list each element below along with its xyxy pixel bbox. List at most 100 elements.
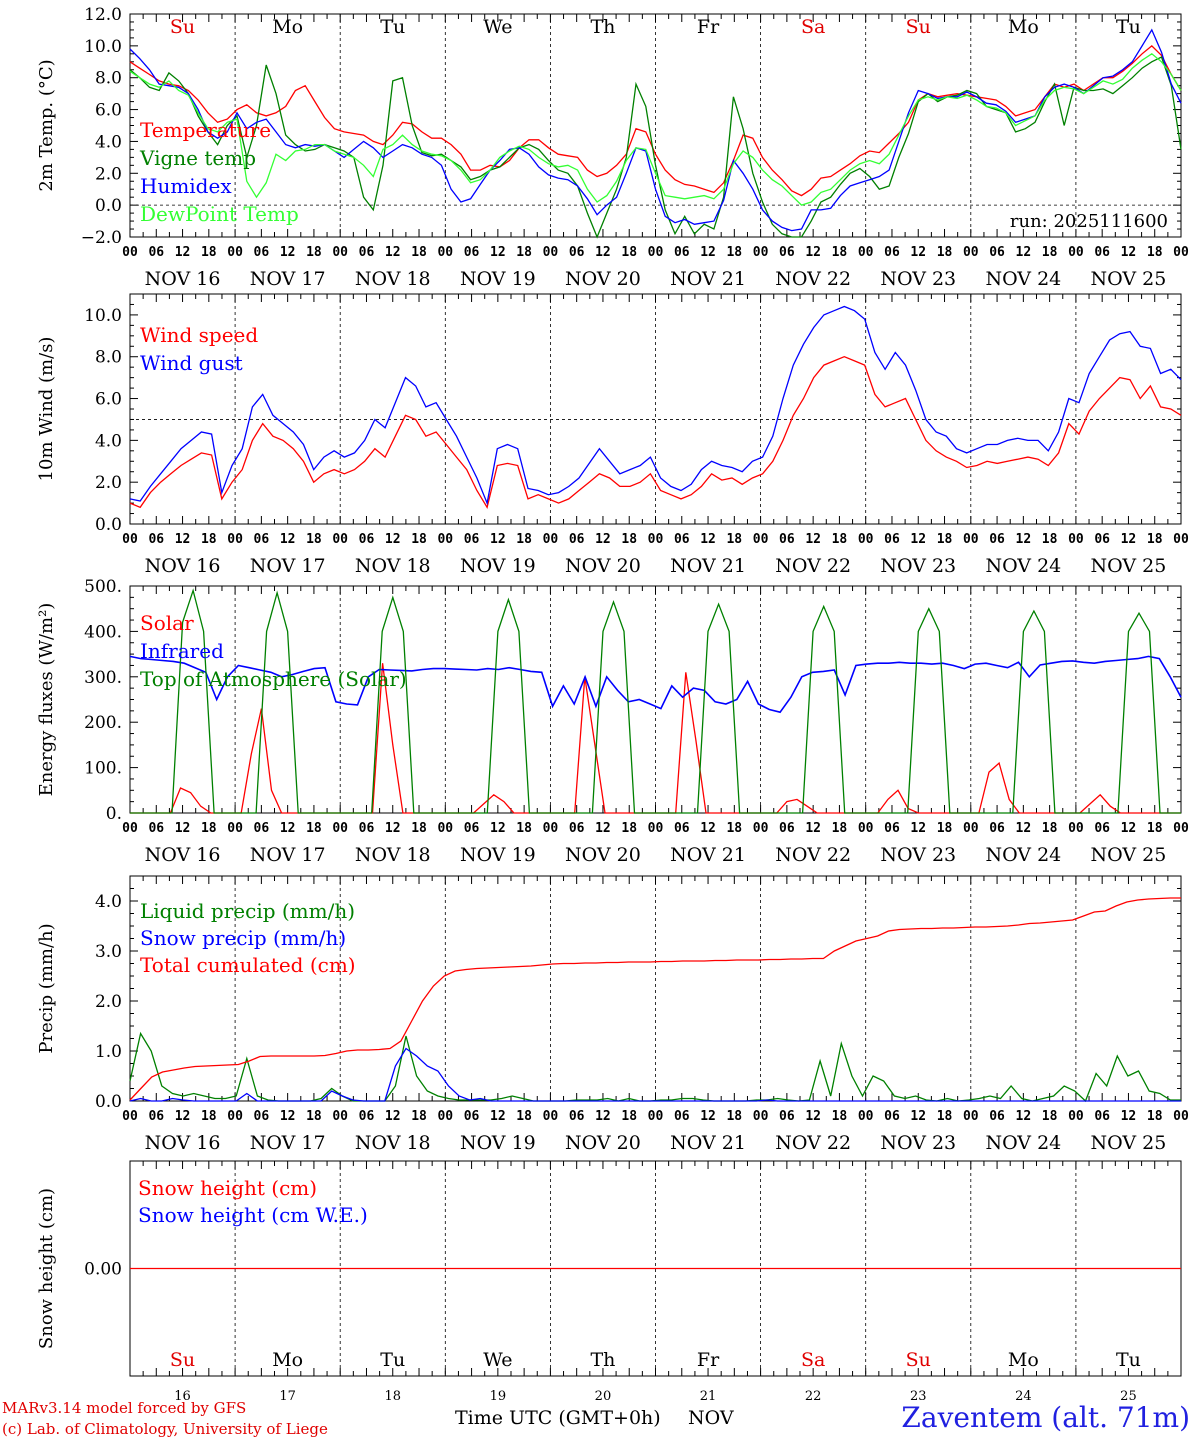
hour-tick-label: 18 [306,1109,322,1124]
hour-tick-label: 12 [595,821,611,836]
y-tick-label: 8.0 [95,348,122,368]
hour-tick-label: 00 [1068,245,1084,260]
hour-tick-label: 06 [148,821,164,836]
model-credit-line1: MARv3.14 model forced by GFS [2,1399,246,1417]
date-label: NOV 19 [460,844,536,866]
hour-tick-label: 18 [621,532,637,547]
hour-tick-label: 06 [569,532,585,547]
hour-tick-label: 12 [910,1109,926,1124]
hour-tick-label: 12 [1016,532,1032,547]
hour-tick-label: 18 [516,245,532,260]
day-number-label: 23 [910,1389,927,1404]
day-name-label: Mo [272,1349,303,1371]
day-name-label: Mo [1008,16,1039,38]
y-tick-label: 3.0 [95,942,122,962]
hour-tick-label: 18 [832,532,848,547]
y-tick-label: 0. [106,804,122,824]
hour-tick-label: 00 [332,821,348,836]
y-axis-label: 10m Wind (m/s) [36,337,57,482]
hour-tick-label: 00 [543,532,559,547]
date-label: NOV 16 [145,555,221,577]
date-label: NOV 22 [775,844,851,866]
y-tick-label: 6.0 [95,101,122,121]
day-name-label: Fr [697,1349,720,1371]
date-label: NOV 20 [565,844,641,866]
hour-tick-label: 00 [332,532,348,547]
date-label: NOV 16 [145,1132,221,1154]
day-name-label: We [483,1349,512,1371]
y-tick-label: 4.0 [95,892,122,912]
legend-entry: Vigne temp [139,146,256,170]
hour-tick-label: 00 [963,245,979,260]
hour-tick-label: 18 [621,821,637,836]
hour-tick-label: 00 [227,1109,243,1124]
y-tick-label: 0.0 [95,1092,122,1112]
hour-tick-label: 00 [858,1109,874,1124]
hour-tick-label: 06 [1094,821,1110,836]
hour-tick-label: 18 [306,532,322,547]
hour-tick-label: 00 [753,1109,769,1124]
hour-tick-label: 12 [805,821,821,836]
hour-tick-label: 00 [543,821,559,836]
date-label: NOV 25 [1091,555,1167,577]
hour-tick-label: 12 [595,532,611,547]
hour-tick-label: 18 [411,532,427,547]
hour-tick-label: 12 [700,1109,716,1124]
hour-tick-label: 00 [227,245,243,260]
day-name-label: Tu [380,16,405,38]
day-number-label: 17 [279,1389,296,1404]
hour-tick-label: 06 [359,245,375,260]
hour-tick-label: 06 [464,532,480,547]
hour-tick-label: 00 [437,821,453,836]
hour-tick-label: 18 [411,245,427,260]
y-tick-label: 500. [84,577,122,597]
hour-tick-label: 12 [1121,532,1137,547]
legend-entry: Wind speed [140,323,258,347]
hour-tick-label: 18 [937,1109,953,1124]
hour-tick-label: 18 [726,245,742,260]
hour-tick-label: 00 [858,821,874,836]
hour-tick-label: 12 [175,532,191,547]
hour-tick-label: 00 [753,532,769,547]
hour-tick-label: 18 [1147,821,1163,836]
date-label: NOV 23 [880,844,956,866]
date-label: NOV 25 [1091,268,1167,290]
hour-tick-label: 12 [910,821,926,836]
day-name-label: Th [590,1349,615,1371]
day-number-label: 22 [805,1389,822,1404]
hour-tick-label: 18 [726,532,742,547]
hour-tick-label: 06 [674,245,690,260]
date-label: NOV 21 [670,1132,746,1154]
model-credit-line2: (c) Lab. of Climatology, University of L… [2,1420,328,1438]
hour-tick-label: 06 [1094,1109,1110,1124]
hour-tick-label: 18 [201,821,217,836]
hour-tick-label: 00 [963,821,979,836]
hour-tick-label: 18 [1042,821,1058,836]
y-axis-label: 2m Temp. (°C) [36,59,57,191]
hour-tick-label: 12 [280,245,296,260]
hour-tick-label: 00 [1068,821,1084,836]
hour-tick-label: 18 [621,1109,637,1124]
legend-entry: Top of Atmosphere (Solar) [140,667,407,691]
hour-tick-label: 18 [1147,1109,1163,1124]
run-label: run: 2025111600 [1010,211,1168,232]
day-name-label: Tu [1116,16,1141,38]
hour-tick-label: 06 [359,532,375,547]
legend-entry: Snow precip (mm/h) [140,926,346,950]
y-tick-label: 4.0 [95,431,122,451]
station-title: Zaventem (alt. 71m) [901,1401,1190,1434]
y-axis-label: Energy fluxes (W/m²) [36,603,57,797]
x-axis-month: NOV [688,1407,734,1429]
hour-tick-label: 06 [464,821,480,836]
x-axis-title: Time UTC (GMT+0h) [455,1407,661,1429]
day-number-label: 25 [1120,1389,1137,1404]
date-label: NOV 17 [250,844,326,866]
hour-tick-label: 18 [726,1109,742,1124]
chart-panel-4: 0.0 1.0 2.0 3.0 4.0 Precip (mm/h) Liquid preci… [36,875,1189,1154]
hour-tick-label: 06 [1094,245,1110,260]
series-line-snow-precip-mm-h- [129,1047,1181,1102]
series-line-top-of-atmosphere-solar- [130,588,1181,814]
hour-tick-label: 06 [359,1109,375,1124]
hour-tick-label: 18 [832,1109,848,1124]
y-tick-label: 10.0 [84,306,122,326]
